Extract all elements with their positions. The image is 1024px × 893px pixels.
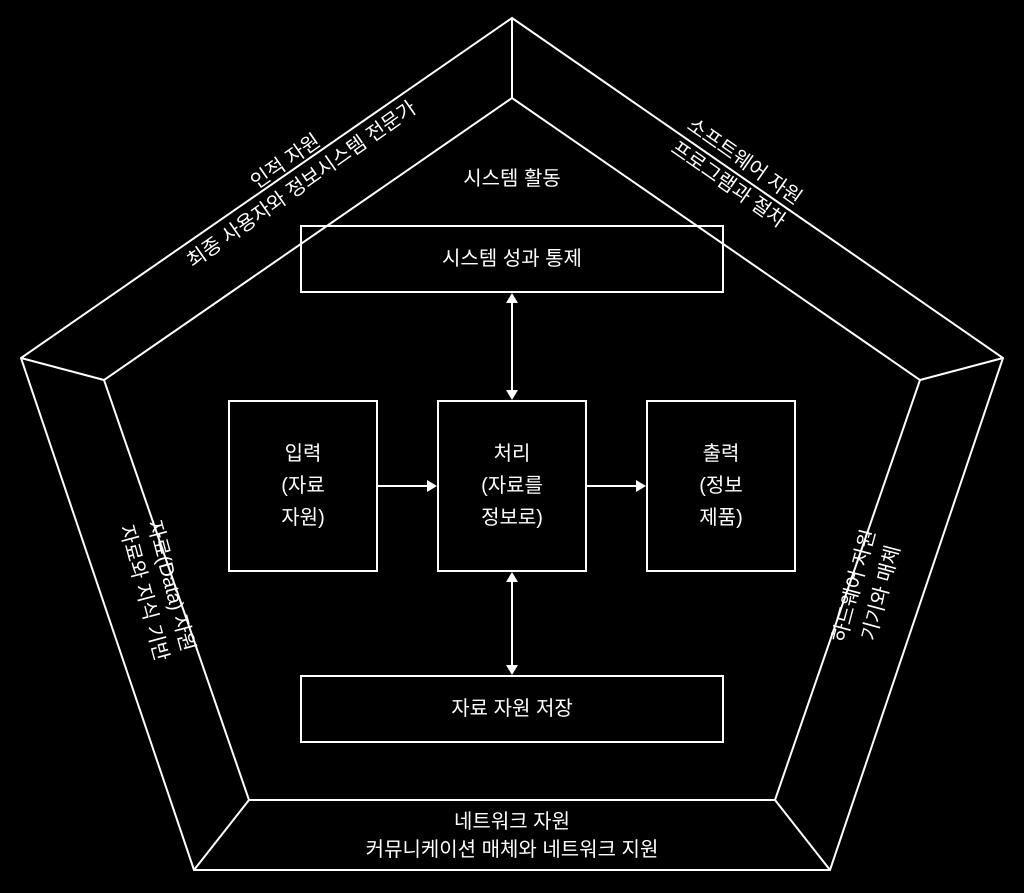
svg-text:커뮤니케이션 매체와 네트워크 지원: 커뮤니케이션 매체와 네트워크 지원 <box>366 838 659 861</box>
box-input: 입력 (자료 자원) <box>228 400 378 572</box>
svg-text:네트워크 자원: 네트워크 자원 <box>454 810 570 833</box>
edge-label-bottom: 네트워크 자원커뮤니케이션 매체와 네트워크 지원 <box>366 810 659 861</box>
box-control: 시스템 성과 통제 <box>300 225 724 293</box>
box-storage: 자료 자원 저장 <box>300 675 724 743</box>
edge-label-left: 자료(Data) 자원자료와 지식 기반 <box>115 515 200 663</box>
edge-label-right: 하드웨어 자원기기와 매체 <box>828 527 907 652</box>
box-process: 처리 (자료를 정보로) <box>437 400 587 572</box>
box-output: 출력 (정보 제품) <box>646 400 796 572</box>
center-title: 시스템 활동 <box>392 164 632 194</box>
